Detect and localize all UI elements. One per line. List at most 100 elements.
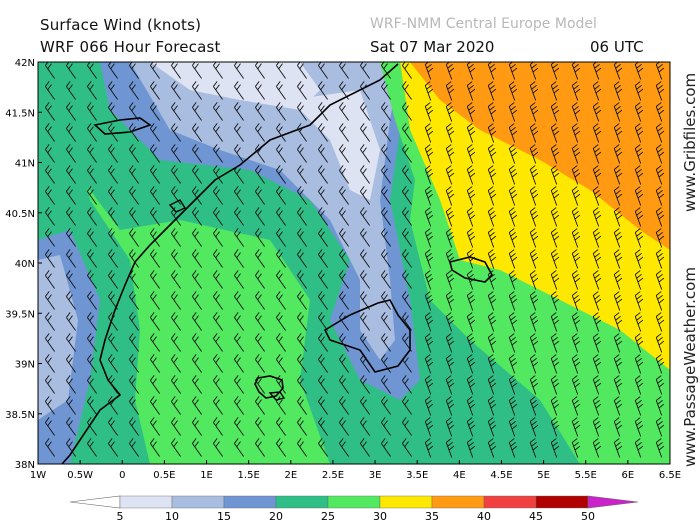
wind-barb bbox=[213, 228, 223, 247]
wind-barb bbox=[445, 291, 455, 311]
wind-barb bbox=[360, 207, 370, 226]
wind-barb bbox=[508, 165, 518, 185]
wind-barb bbox=[213, 417, 223, 436]
wind-barb bbox=[339, 270, 349, 289]
wind-barb bbox=[424, 291, 434, 311]
wind-barb bbox=[276, 333, 286, 352]
wind-barb bbox=[150, 123, 160, 142]
wind-barb bbox=[45, 417, 55, 436]
color-legend: 5 10 15 20 25 30 35 40 45 50 bbox=[69, 495, 639, 523]
wind-barb bbox=[466, 249, 476, 269]
wind-barb bbox=[424, 354, 434, 374]
wind-barb bbox=[613, 417, 623, 437]
wind-barb bbox=[402, 165, 412, 184]
wind-barb bbox=[381, 396, 391, 415]
wind-barb bbox=[550, 81, 560, 101]
wind-barb bbox=[529, 396, 539, 416]
lat-label: 39N bbox=[15, 360, 35, 371]
wind-barb bbox=[45, 438, 55, 457]
wind-barb bbox=[213, 354, 223, 373]
wind-barb bbox=[45, 165, 55, 184]
wind-barb bbox=[339, 375, 349, 394]
wind-barb bbox=[655, 438, 665, 458]
wind-barb bbox=[487, 375, 497, 395]
wind-barb bbox=[171, 228, 181, 247]
wind-barb bbox=[276, 102, 286, 121]
wind-barb bbox=[108, 375, 118, 394]
wind-barb bbox=[550, 102, 560, 122]
valid-date: Sat 07 Mar 2020 bbox=[370, 38, 495, 56]
wind-barb bbox=[297, 228, 307, 247]
lon-label: 4.5E bbox=[490, 470, 512, 481]
legend-swatch bbox=[535, 495, 589, 509]
wind-barb bbox=[129, 333, 139, 352]
wind-barb bbox=[192, 186, 202, 205]
wind-barb bbox=[613, 62, 623, 80]
wind-barb bbox=[592, 228, 602, 248]
wind-barb bbox=[487, 312, 497, 332]
wind-barb bbox=[613, 333, 623, 353]
wind-barb bbox=[66, 165, 76, 184]
wind-barb bbox=[381, 207, 391, 226]
wind-barb bbox=[297, 375, 307, 394]
legend-tick-label: 30 bbox=[373, 510, 387, 523]
wind-barb bbox=[297, 186, 307, 205]
wind-barb bbox=[129, 186, 139, 205]
wind-barb bbox=[255, 333, 265, 352]
wind-barb bbox=[255, 291, 265, 310]
wind-barb bbox=[150, 270, 160, 289]
wind-barb bbox=[613, 396, 623, 416]
legend-swatch bbox=[223, 495, 277, 509]
lon-label: 1.5E bbox=[238, 470, 260, 481]
wind-barb bbox=[255, 102, 265, 121]
wind-barb bbox=[192, 270, 202, 289]
wind-barb bbox=[213, 396, 223, 415]
wind-barb bbox=[297, 396, 307, 415]
wind-barb bbox=[487, 249, 497, 269]
wind-barb bbox=[192, 333, 202, 352]
wind-barb bbox=[613, 438, 623, 458]
wind-barb bbox=[129, 354, 139, 373]
legend-swatch bbox=[119, 495, 173, 509]
wind-barb bbox=[466, 165, 476, 185]
wind-barb bbox=[192, 165, 202, 184]
wind-barb bbox=[87, 186, 97, 205]
wind-barb bbox=[66, 81, 76, 100]
wind-barb bbox=[87, 270, 97, 289]
wind-barb bbox=[613, 249, 623, 269]
wind-barb bbox=[297, 354, 307, 373]
wind-barb bbox=[655, 333, 665, 353]
wind-barb bbox=[213, 249, 223, 268]
formentera-island bbox=[268, 391, 286, 401]
wind-barb bbox=[234, 249, 244, 268]
wind-barb bbox=[339, 62, 349, 79]
wind-barb bbox=[318, 186, 328, 205]
wind-barb bbox=[234, 102, 244, 121]
wind-barb bbox=[360, 102, 370, 121]
wind-barb bbox=[171, 144, 181, 163]
wind-barb bbox=[339, 123, 349, 142]
wind-barb bbox=[529, 417, 539, 437]
wind-barb bbox=[108, 228, 118, 247]
wind-barb bbox=[129, 207, 139, 226]
wind-barb bbox=[466, 312, 476, 332]
wind-barb bbox=[613, 123, 623, 143]
wind-barb bbox=[297, 417, 307, 436]
wind-barb bbox=[571, 270, 581, 290]
wind-barb bbox=[424, 333, 434, 353]
wind-barb bbox=[592, 375, 602, 395]
wind-barb bbox=[655, 291, 665, 311]
wind-barb bbox=[466, 438, 476, 458]
wind-barb bbox=[529, 291, 539, 311]
wind-barb bbox=[297, 165, 307, 184]
wind-barb bbox=[339, 249, 349, 268]
legend-swatch bbox=[275, 495, 329, 509]
wind-barb bbox=[45, 249, 55, 268]
wind-barb bbox=[45, 228, 55, 247]
wind-barb bbox=[45, 81, 55, 100]
wind-barb bbox=[87, 165, 97, 184]
wind-barb bbox=[108, 312, 118, 331]
wind-barb bbox=[445, 438, 455, 458]
wind-barb bbox=[550, 144, 560, 164]
wind-barb bbox=[87, 438, 97, 457]
